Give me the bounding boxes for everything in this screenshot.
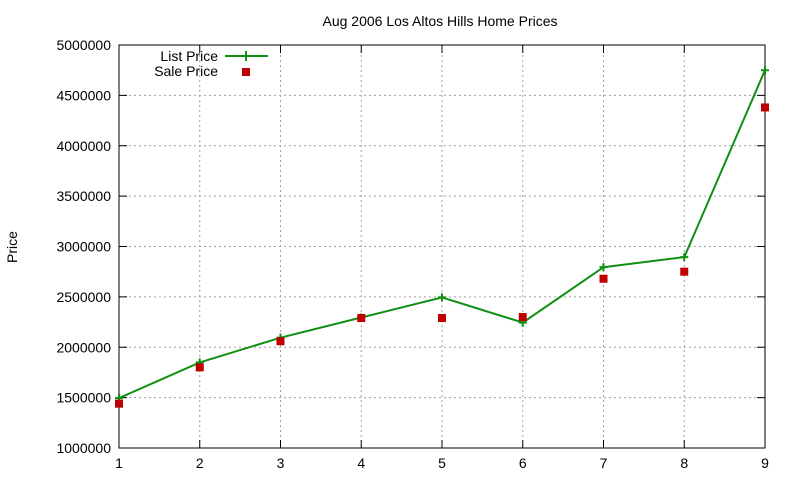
data-point-sale-price <box>438 314 446 323</box>
x-tick-label: 5 <box>438 455 446 471</box>
x-tick-label: 6 <box>519 455 527 471</box>
chart-title: Aug 2006 Los Altos Hills Home Prices <box>323 13 558 29</box>
data-point-sale-price <box>276 337 285 346</box>
data-point-sale-price <box>115 399 123 408</box>
y-tick-label: 2500000 <box>56 289 111 305</box>
data-point-list-price <box>438 293 446 302</box>
axis-ticks: 1000000150000020000002500000300000035000… <box>56 37 769 471</box>
data-point-list-price <box>761 66 769 75</box>
legend: List Price Sale Price <box>154 48 268 79</box>
x-tick-label: 3 <box>277 455 285 471</box>
legend-swatch-sale-price <box>242 68 250 76</box>
y-axis-label: Price <box>4 231 20 263</box>
series-layer <box>115 66 769 408</box>
data-point-sale-price <box>680 267 689 276</box>
x-tick-label: 7 <box>600 455 608 471</box>
legend-label-sale-price: Sale Price <box>154 63 218 79</box>
y-tick-label: 5000000 <box>56 37 111 53</box>
y-tick-label: 4000000 <box>56 138 111 154</box>
grid-lines <box>119 45 765 448</box>
y-tick-label: 1500000 <box>56 390 111 406</box>
data-point-sale-price <box>357 314 366 323</box>
data-point-sale-price <box>195 363 204 372</box>
y-tick-label: 2000000 <box>56 339 111 355</box>
x-tick-label: 2 <box>196 455 204 471</box>
data-point-sale-price <box>518 313 527 322</box>
data-point-list-price <box>599 263 608 272</box>
y-tick-label: 3000000 <box>56 239 111 255</box>
data-point-sale-price <box>761 103 769 112</box>
x-tick-label: 1 <box>115 455 123 471</box>
x-tick-label: 4 <box>357 455 365 471</box>
data-point-list-price <box>680 253 689 262</box>
x-tick-label: 8 <box>680 455 688 471</box>
data-point-sale-price <box>599 274 608 283</box>
y-tick-label: 4500000 <box>56 87 111 103</box>
legend-label-list-price: List Price <box>160 48 218 64</box>
y-tick-label: 1000000 <box>56 440 111 456</box>
legend-cross-list-price <box>241 51 251 61</box>
series-line-list-price <box>118 69 766 400</box>
x-tick-label: 9 <box>761 455 769 471</box>
y-tick-label: 3500000 <box>56 188 111 204</box>
